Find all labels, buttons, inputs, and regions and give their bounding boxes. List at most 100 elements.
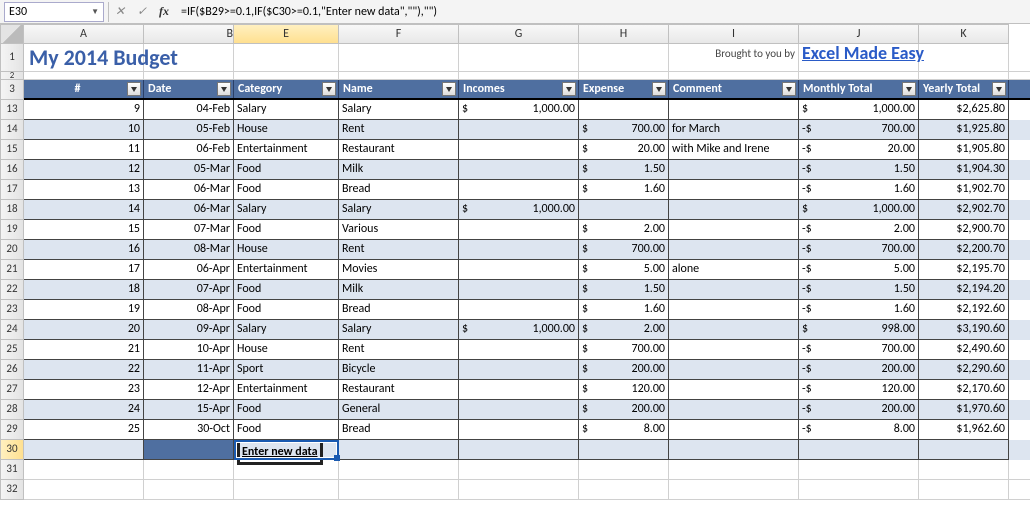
table-header[interactable]: Name [339,80,459,98]
cancel-icon[interactable]: ✕ [109,2,131,22]
cell[interactable] [919,460,1009,479]
cell[interactable] [144,44,234,71]
cell[interactable]: 05-Feb [144,120,234,140]
cell[interactable]: 9 [24,100,144,120]
cell[interactable]: $2,290.60 [919,360,1009,380]
cell[interactable]: Food [234,420,339,440]
cell[interactable]: -$700.00 [799,240,919,260]
row-header-24[interactable]: 24 [0,320,24,340]
cell[interactable]: House [234,240,339,260]
col-header-B[interactable]: B [144,24,234,44]
row-header-2[interactable]: 2 [0,72,24,80]
cell[interactable]: 08-Apr [144,300,234,320]
cell[interactable] [459,380,579,400]
cell[interactable]: -$1.50 [799,280,919,300]
cell[interactable]: Brought to you by [669,44,799,71]
cell[interactable] [459,240,579,260]
name-box[interactable]: E30 ▼ [4,2,104,22]
cell[interactable]: Milk [339,160,459,180]
row-header-13[interactable]: 13 [0,100,24,120]
cell[interactable] [339,460,459,479]
table-row[interactable]: 2110-AprHouseRent$700.00-$700.00$2,490.6… [24,340,1030,360]
row-header-30[interactable]: 30 [0,440,24,460]
cell[interactable]: Food [234,400,339,420]
cell[interactable]: with Mike and Irene [669,140,799,160]
row-header-19[interactable]: 19 [0,220,24,240]
cell[interactable]: $5.00 [579,260,669,280]
row-header-21[interactable]: 21 [0,260,24,280]
cell[interactable] [919,44,1009,71]
cell[interactable]: 15-Apr [144,400,234,420]
row-header-14[interactable]: 14 [0,120,24,140]
cell[interactable]: $1,962.60 [919,420,1009,440]
cell[interactable] [459,220,579,240]
cell[interactable]: Salary [339,100,459,120]
cell[interactable]: for March [669,120,799,140]
filter-icon[interactable] [217,82,231,96]
cell[interactable]: 24 [24,400,144,420]
table-header[interactable]: Expense [579,80,669,98]
cell[interactable]: Salary [339,320,459,340]
cell[interactable]: 06-Apr [144,260,234,280]
cell[interactable] [669,160,799,180]
cell[interactable] [459,44,579,71]
cell[interactable]: $20.00 [579,140,669,160]
cell[interactable] [799,72,919,79]
select-all-button[interactable] [0,24,24,44]
cell[interactable]: $1,000.00 [459,320,579,340]
cell[interactable]: Salary [234,100,339,120]
cell[interactable] [669,400,799,420]
cell[interactable]: Movies [339,260,459,280]
cell[interactable]: 18 [24,280,144,300]
cell[interactable] [459,140,579,160]
cell[interactable]: 08-Mar [144,240,234,260]
cell[interactable] [919,440,1009,460]
cell[interactable] [459,180,579,200]
col-header-K[interactable]: K [919,24,1009,44]
cell[interactable]: 25 [24,420,144,440]
row-header-27[interactable]: 27 [0,380,24,400]
cell[interactable] [579,100,669,120]
cell[interactable]: $8.00 [579,420,669,440]
cell[interactable]: 10 [24,120,144,140]
row-header-22[interactable]: 22 [0,280,24,300]
cell[interactable]: House [234,340,339,360]
cell[interactable]: $2,192.60 [919,300,1009,320]
cell[interactable]: $2,900.70 [919,220,1009,240]
cell[interactable]: Enter new data [234,440,339,460]
cell[interactable]: -$1.50 [799,160,919,180]
cell[interactable]: -$700.00 [799,120,919,140]
cell[interactable]: Food [234,180,339,200]
cell[interactable] [579,480,669,499]
row-header-32[interactable]: 32 [0,480,24,500]
cell[interactable]: Restaurant [339,140,459,160]
cell[interactable] [459,260,579,280]
cell[interactable] [669,180,799,200]
cell[interactable]: Food [234,300,339,320]
cell[interactable]: -$1.60 [799,300,919,320]
cell[interactable] [669,360,799,380]
cell[interactable]: Excel Made Easy [799,44,919,71]
cell[interactable]: My 2014 Budget [24,44,144,71]
cell[interactable]: Entertainment [234,140,339,160]
cell[interactable] [799,480,919,499]
cell[interactable]: $200.00 [579,360,669,380]
fx-icon[interactable]: fx [153,2,175,22]
table-row[interactable]: 1106-FebEntertainmentRestaurant$20.00wit… [24,140,1030,160]
table-row[interactable]: 1205-MarFoodMilk$1.50-$1.50$1,904.30 [24,160,1030,180]
table-row[interactable]: 2530-OctFoodBread$8.00-$8.00$1,962.60 [24,420,1030,440]
cell[interactable]: 07-Apr [144,280,234,300]
cell[interactable]: $1.60 [579,180,669,200]
cell[interactable]: $2,194.20 [919,280,1009,300]
filter-icon[interactable] [782,82,796,96]
cell[interactable] [919,480,1009,499]
cell[interactable]: 12-Apr [144,380,234,400]
cell[interactable]: Rent [339,240,459,260]
row-header-31[interactable]: 31 [0,460,24,480]
cell[interactable]: 13 [24,180,144,200]
cell[interactable] [459,72,579,79]
table-header[interactable]: Incomes [459,80,579,98]
cell[interactable] [234,480,339,499]
cell[interactable]: Restaurant [339,380,459,400]
cell[interactable]: 06-Mar [144,180,234,200]
